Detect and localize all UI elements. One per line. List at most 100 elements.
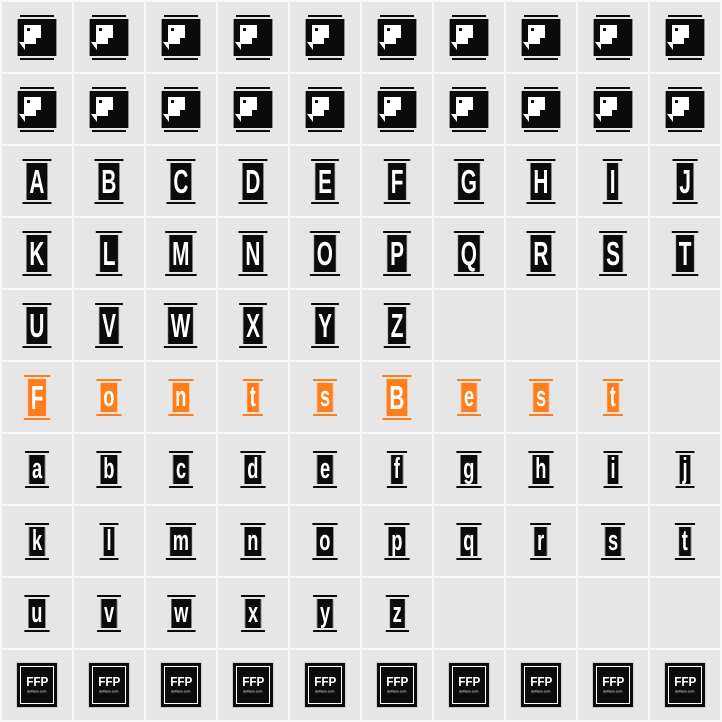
glyph-top-line [92,86,126,89]
page-fold [523,41,529,50]
glyph-letter: t [681,526,689,556]
notdef-glyph-icon [665,86,705,132]
notdef-glyph-icon [593,14,633,60]
page-dot [171,27,174,31]
glyph-box: O [313,234,337,272]
glyph-letter: B [101,162,117,200]
placeholder-page-icon [449,90,489,128]
page-pg1 [672,24,689,38]
glyph-letter: D [245,162,261,200]
glyph-top-line [166,594,196,597]
glyph-bottom-line [94,201,124,204]
glyph-top-line [99,522,119,525]
glyph-P: P [383,230,411,276]
page-fold [451,113,457,122]
glyph-L: L [95,230,123,276]
glyph-cell: Y [290,290,360,360]
glyph-letter: m [172,526,190,556]
glyph-x: x [240,594,266,632]
glyph-cell [290,74,360,144]
glyph-top-line [96,450,122,453]
page-fold [91,41,97,50]
glyph-cell: O [290,218,360,288]
glyph-cell: A [2,146,72,216]
glyph-v: v [96,594,122,632]
glyph-box: M [169,234,193,272]
glyph-Y: Y [311,302,339,348]
glyph-top-line [524,86,558,89]
glyph-box: i [607,454,619,484]
page-dot [459,27,462,31]
glyph-a: a [24,450,50,488]
glyph-top-line [20,14,54,17]
glyph-cell: s [578,506,648,576]
glyph-bottom-line [380,57,414,60]
glyph-top-line [526,158,556,161]
glyph-letter: V [102,306,116,344]
glyph-cell [362,2,432,72]
glyph-bottom-line [166,629,196,632]
page-fold [307,113,313,122]
glyph-letter: W [171,306,191,344]
glyph-cell: y [290,578,360,648]
ffp-logo-domain: defharo.com [459,690,479,694]
ffp-logo-text: FFP [97,674,121,689]
glyph-d: d [240,450,266,488]
glyph-top-line [383,230,411,233]
glyph-bottom-line [95,273,123,276]
ffp-logo-frame: FFP defharo.com [452,666,486,704]
glyph-box: Z [387,306,407,344]
glyph-top-line [312,450,338,453]
glyph-bottom-line [456,557,482,560]
glyph-cell: FFP defharo.com [290,650,360,720]
glyph-E: E [311,158,339,204]
glyph-letter: N [245,234,261,272]
glyph-letter: p [391,526,403,556]
glyph-top-line [603,378,623,381]
page-pg2 [384,109,396,116]
glyph-box: t [246,382,260,412]
glyph-H: H [526,158,556,204]
glyph-bottom-line [596,129,630,132]
ffp-logo-domain: defharo.com [99,690,119,694]
glyph-top-line [236,86,270,89]
page-pg2 [96,37,108,44]
glyph-box: F [387,162,407,200]
page-fold [667,113,673,122]
glyph-p: p [384,522,410,560]
page-pg1 [96,24,113,38]
glyph-w: w [166,594,196,632]
page-fold [235,41,241,50]
glyph-box: E [314,162,336,200]
glyph-A: A [22,158,52,204]
glyph-top-line [387,450,407,453]
glyph-bottom-line [164,129,198,132]
glyph-B: B [382,374,412,420]
glyph-letter: H [533,162,549,200]
page-fold [523,113,529,122]
glyph-box: K [26,234,48,272]
glyph-top-line [668,14,702,17]
glyph-bottom-line [456,413,482,416]
glyph-Z: Z [383,302,411,348]
glyph-cell: e [290,434,360,504]
glyph-s: s [528,378,554,416]
glyph-top-line [312,378,338,381]
page-dot [243,99,246,103]
glyph-letter: R [533,234,549,272]
glyph-f: f [387,450,407,488]
glyph-top-line [526,230,556,233]
glyph-top-line [672,158,698,161]
glyph-box: s [604,526,622,556]
glyph-cell: z [362,578,432,648]
placeholder-page-icon [17,18,57,56]
page-pg2 [384,37,396,44]
glyph-cell: K [2,218,72,288]
page-dot [171,99,174,103]
glyph-bottom-line [164,345,198,348]
glyph-C: C [166,158,196,204]
glyph-bottom-line [22,273,52,276]
glyph-letter: n [175,382,187,412]
glyph-cell: u [2,578,72,648]
